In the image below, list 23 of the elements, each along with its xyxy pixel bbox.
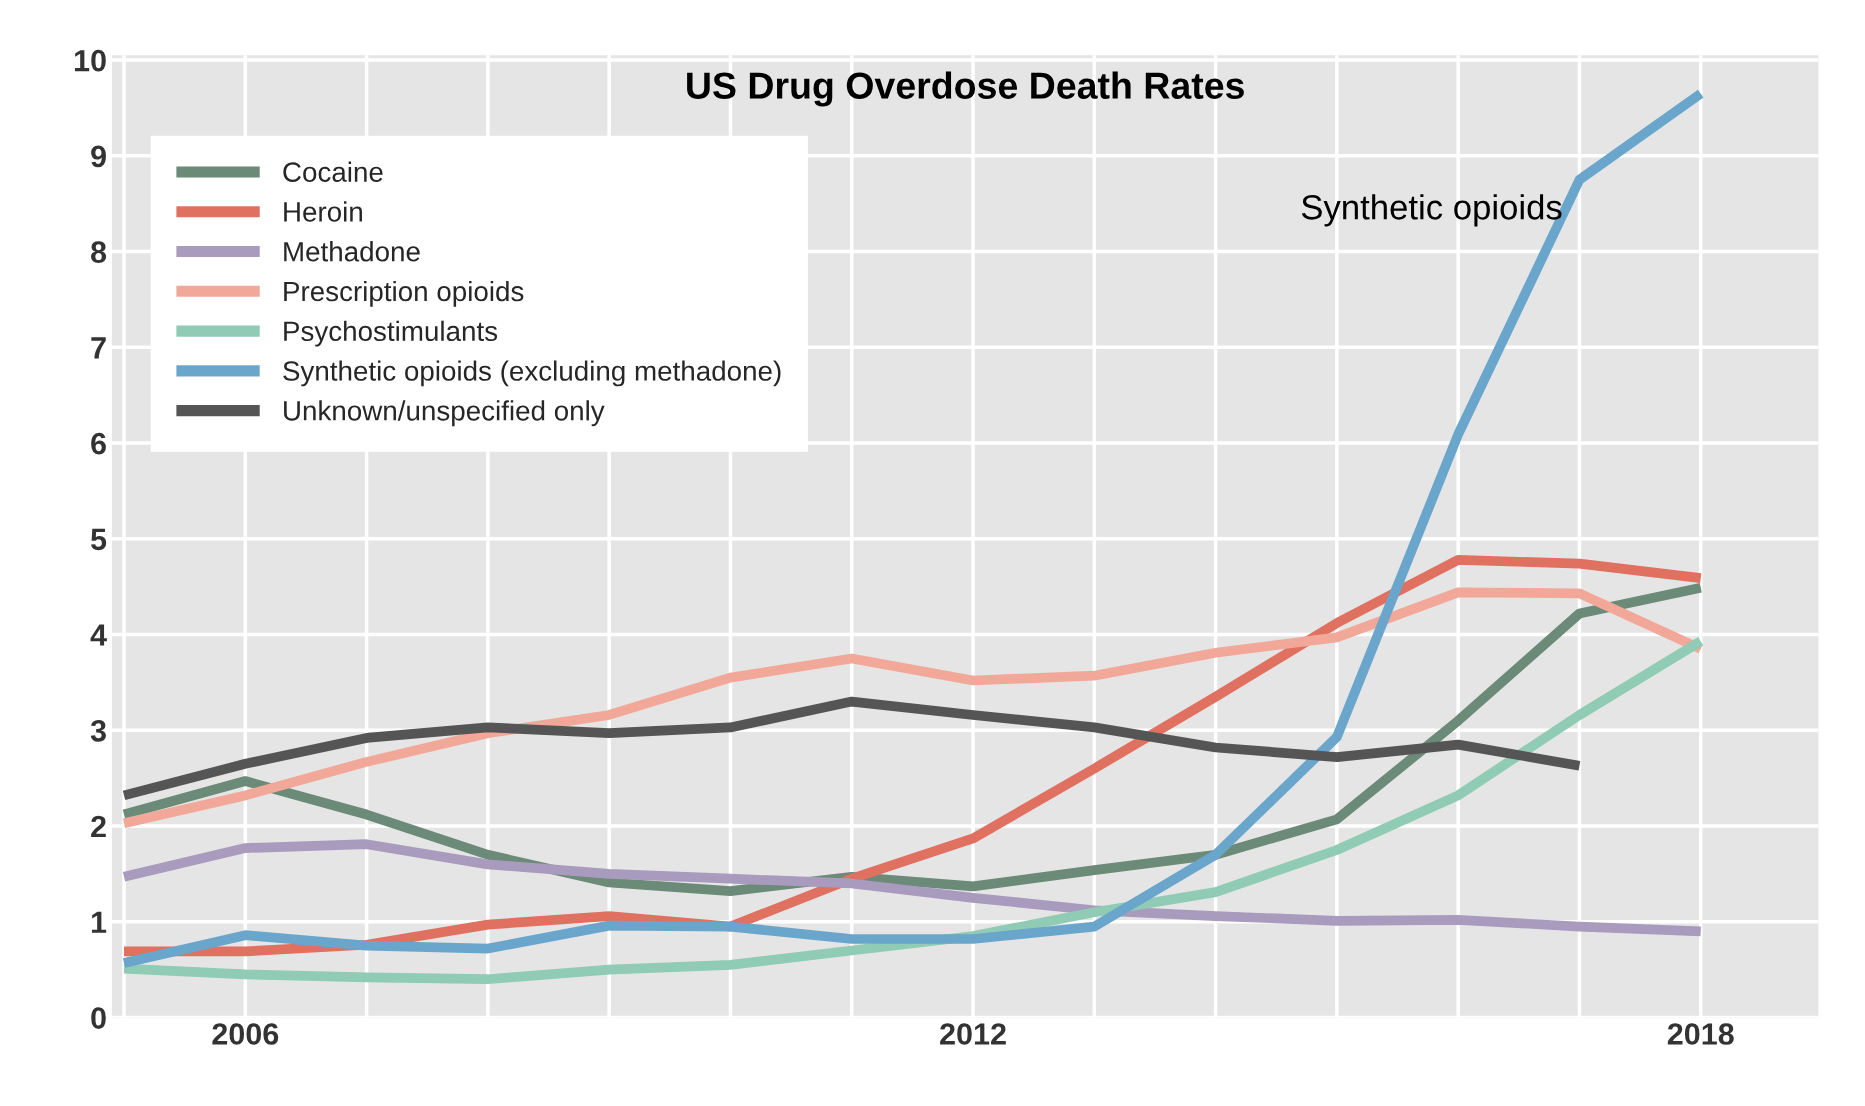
legend-label: Cocaine	[283, 161, 383, 182]
legend-label: Psychostimulants	[284, 320, 498, 347]
x-tick-label: 2006	[212, 1023, 279, 1045]
y-tick-label: 8	[91, 241, 107, 263]
y-tick-label: 5	[90, 528, 107, 551]
legend-label: Prescription opioids	[284, 280, 524, 307]
y-tick-label: 7	[91, 337, 106, 359]
x-tick-label: 2018	[1667, 1023, 1734, 1045]
y-tick-label: 6	[91, 432, 106, 455]
y-tick-label: 2	[91, 815, 106, 838]
y-tick-label: 10	[74, 49, 106, 72]
y-tick-label: 1	[91, 911, 107, 933]
annotation: Synthetic opioids	[1301, 194, 1562, 227]
legend-label: Synthetic opioids (excluding methadone)	[283, 360, 781, 387]
y-tick-label: 9	[91, 145, 106, 168]
legend-label: Unknown/unspecified only	[284, 400, 605, 427]
y-tick-label: 4	[90, 624, 107, 646]
x-tick-label: 2012	[940, 1023, 1006, 1045]
legend-label: Methadone	[284, 241, 420, 262]
y-tick-label: 0	[91, 1007, 106, 1029]
y-tick-label: 3	[90, 720, 106, 742]
legend-label: Heroin	[284, 201, 362, 222]
chart-title: US Drug Overdose Death Rates	[687, 71, 1244, 107]
